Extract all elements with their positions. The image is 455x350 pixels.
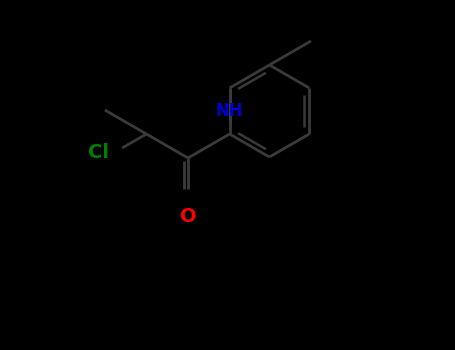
Text: Cl: Cl	[88, 142, 109, 161]
Text: NH: NH	[216, 102, 243, 120]
Text: O: O	[180, 207, 196, 226]
